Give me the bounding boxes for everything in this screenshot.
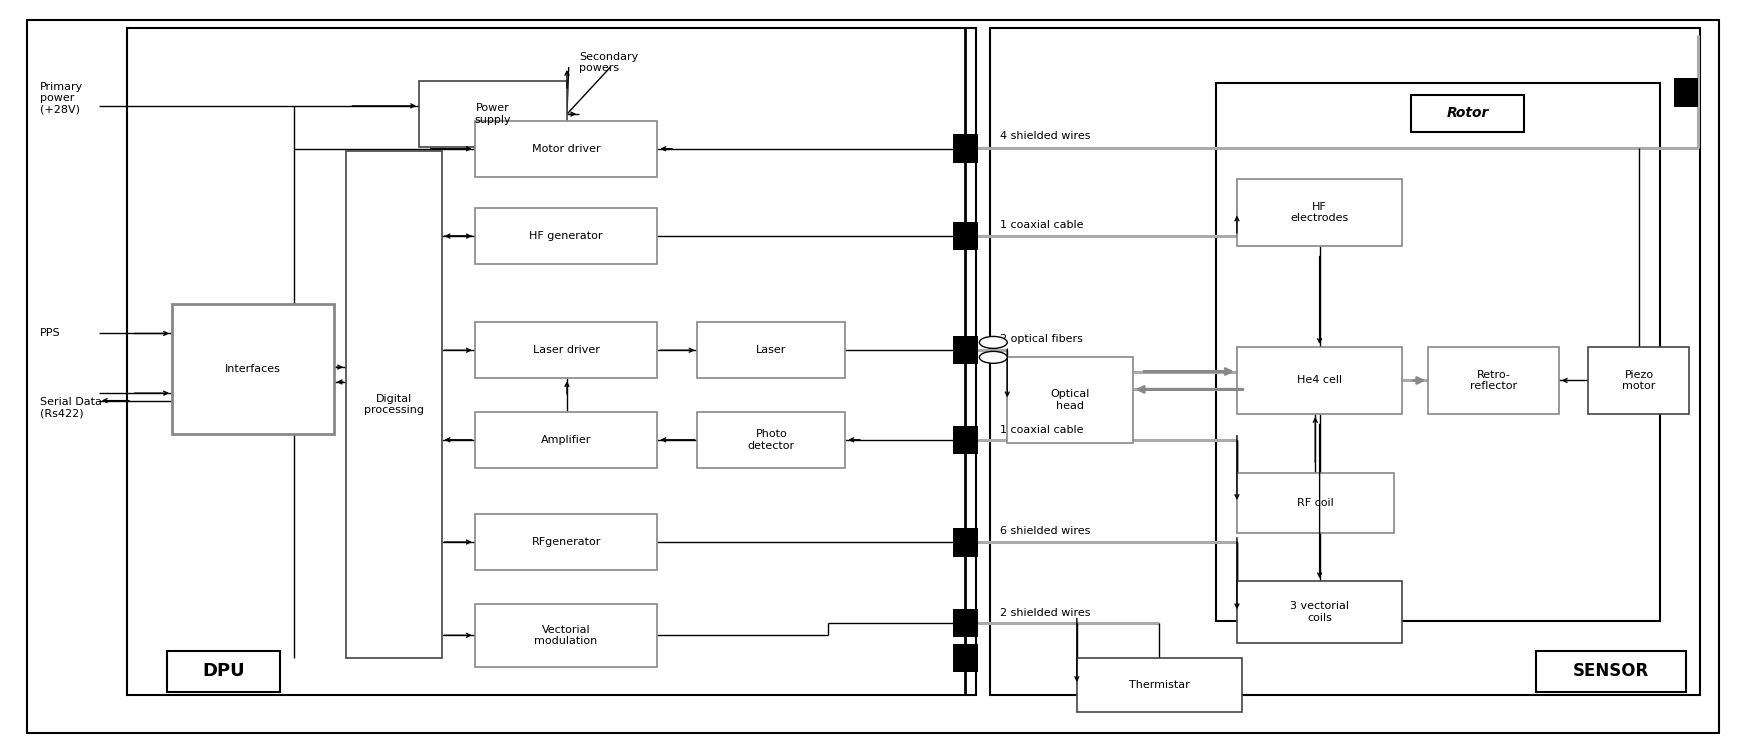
Text: Retro-
reflector: Retro- reflector — [1469, 370, 1516, 391]
Bar — [1673, 78, 1698, 106]
Text: Thermistar: Thermistar — [1129, 680, 1190, 690]
Text: PPS: PPS — [40, 329, 61, 339]
Bar — [953, 528, 978, 557]
Bar — [474, 208, 657, 264]
Bar — [474, 121, 657, 177]
Bar — [167, 651, 281, 691]
Bar — [953, 609, 978, 637]
Text: RF coil: RF coil — [1297, 498, 1333, 508]
Text: 2 optical fibers: 2 optical fibers — [1000, 334, 1082, 344]
Text: 1 coaxial cable: 1 coaxial cable — [1000, 220, 1084, 230]
Text: 1 coaxial cable: 1 coaxial cable — [1000, 425, 1084, 435]
Text: 6 shielded wires: 6 shielded wires — [1000, 527, 1091, 536]
Bar — [474, 604, 657, 667]
Text: Primary
power
(+28V): Primary power (+28V) — [40, 82, 84, 115]
Text: Rotor: Rotor — [1447, 106, 1489, 121]
Bar — [990, 28, 1699, 695]
Text: HF
electrodes: HF electrodes — [1290, 201, 1349, 223]
Bar — [1238, 473, 1394, 533]
Text: Laser driver: Laser driver — [533, 345, 600, 355]
Bar — [474, 322, 657, 378]
Bar — [474, 514, 657, 570]
Text: Digital
processing: Digital processing — [364, 393, 424, 415]
Bar — [345, 151, 441, 658]
Bar — [953, 426, 978, 455]
Bar — [1238, 581, 1403, 643]
Bar — [1588, 347, 1689, 414]
Text: RFgenerator: RFgenerator — [532, 537, 601, 547]
Text: 4 shielded wires: 4 shielded wires — [1000, 131, 1091, 141]
Text: Laser: Laser — [756, 345, 786, 355]
Text: 3 vectorial
coils: 3 vectorial coils — [1290, 601, 1349, 623]
Bar — [953, 222, 978, 250]
Text: 2 shielded wires: 2 shielded wires — [1000, 608, 1091, 618]
Bar — [1238, 179, 1403, 246]
Bar — [1536, 651, 1685, 691]
Circle shape — [980, 336, 1007, 348]
Bar — [953, 644, 978, 673]
Text: Interfaces: Interfaces — [225, 364, 281, 374]
Bar — [1007, 357, 1133, 443]
Bar — [418, 81, 566, 147]
Text: Optical
head: Optical head — [1051, 389, 1089, 411]
Bar — [1077, 658, 1243, 712]
Text: Secondary
powers: Secondary powers — [579, 52, 638, 73]
Text: SENSOR: SENSOR — [1572, 662, 1649, 680]
Text: Vectorial
modulation: Vectorial modulation — [535, 625, 598, 646]
Text: Piezo
motor: Piezo motor — [1623, 370, 1656, 391]
Bar — [474, 412, 657, 468]
Bar — [1217, 83, 1659, 621]
Bar — [697, 412, 845, 468]
Bar — [1428, 347, 1558, 414]
Bar — [953, 134, 978, 163]
Bar — [697, 322, 845, 378]
Text: Amplifier: Amplifier — [540, 434, 591, 445]
Bar — [1412, 94, 1523, 132]
Text: Motor driver: Motor driver — [532, 144, 600, 154]
Text: He4 cell: He4 cell — [1297, 375, 1342, 386]
Bar — [127, 28, 976, 695]
Circle shape — [980, 351, 1007, 363]
Text: Power
supply: Power supply — [474, 103, 511, 125]
Text: Serial Data
(Rs422): Serial Data (Rs422) — [40, 397, 101, 419]
Text: Photo
detector: Photo detector — [748, 429, 795, 451]
Text: HF generator: HF generator — [530, 231, 603, 241]
Bar — [173, 303, 333, 434]
Bar — [953, 336, 978, 364]
Text: DPU: DPU — [202, 662, 244, 680]
Bar — [1238, 347, 1403, 414]
